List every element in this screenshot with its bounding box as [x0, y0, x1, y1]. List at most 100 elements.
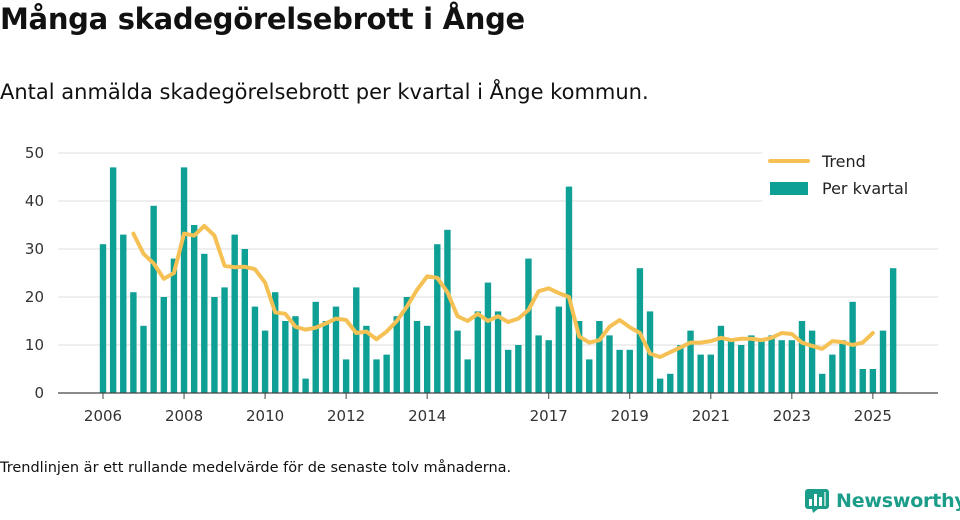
legend-trend-label: Trend: [821, 152, 866, 171]
bar: [272, 292, 279, 393]
newsworthy-logo-icon: [805, 489, 829, 513]
bar: [444, 229, 451, 393]
bar: [626, 349, 633, 393]
bar: [575, 321, 583, 393]
bar: [525, 258, 532, 393]
bar: [109, 167, 117, 393]
x-tick-label: 2014: [408, 407, 446, 425]
x-tick-label: 2019: [611, 407, 649, 425]
brand-name: Newsworthy: [836, 490, 960, 512]
bar: [535, 335, 542, 393]
x-axis-ticks: 2006 2008 2010 2012 2014 2017 2019 2021 2023 2025: [84, 393, 892, 425]
bar: [839, 340, 846, 393]
bar: [474, 311, 482, 393]
bar: [667, 373, 674, 393]
bar: [383, 354, 390, 393]
bar: [707, 354, 714, 393]
bar: [829, 354, 836, 393]
chart-title: Många skadegörelsebrott i Ånge: [0, 2, 525, 36]
footnote: Trendlinjen är ett rullande medelvärde f…: [0, 460, 512, 476]
bar: [282, 321, 289, 393]
bar: [393, 316, 400, 393]
bar: [819, 373, 826, 393]
bar: [768, 335, 775, 393]
bar: [292, 316, 299, 393]
bar: [413, 321, 421, 393]
bar-series-per-kvartal: [99, 167, 897, 393]
bar: [748, 335, 755, 393]
x-tick-label: 2010: [246, 407, 284, 425]
bar: [677, 345, 684, 393]
bar: [363, 325, 370, 393]
bar: [879, 330, 887, 393]
bar: [434, 244, 441, 393]
bar: [353, 287, 360, 393]
bar: [656, 378, 664, 393]
bar: [606, 335, 613, 393]
bar: [869, 369, 877, 393]
bar: [798, 321, 806, 393]
chart-subtitle: Antal anmälda skadegörelsebrott per kvar…: [0, 80, 649, 104]
bar: [727, 340, 735, 393]
bar: [565, 186, 573, 393]
legend-bar-label: Per kvartal: [822, 179, 908, 198]
bar: [201, 253, 208, 393]
bar: [849, 301, 856, 393]
brand[interactable]: Newsworthy: [804, 488, 960, 514]
bar: [221, 287, 228, 393]
x-tick-label: 2023: [773, 407, 811, 425]
bar: [261, 330, 269, 393]
bar: [342, 359, 350, 393]
legend: Trend Per kvartal: [762, 146, 938, 204]
bar: [454, 330, 461, 393]
bar: [545, 340, 552, 393]
bar: [616, 349, 623, 393]
y-tick-label: 50: [25, 144, 44, 162]
bar: [241, 249, 249, 393]
x-tick-label: 2006: [84, 407, 122, 425]
bar: [160, 297, 167, 393]
y-tick-label: 0: [34, 384, 44, 402]
y-tick-label: 30: [25, 240, 44, 258]
bar: [332, 306, 340, 393]
x-tick-label: 2025: [854, 407, 892, 425]
bar: [889, 268, 897, 393]
bar: [322, 321, 330, 393]
bar: [211, 297, 218, 393]
bar: [484, 282, 492, 393]
bar: [99, 244, 107, 393]
bar: [302, 378, 309, 393]
x-tick-label: 2021: [692, 407, 730, 425]
bar: [697, 354, 704, 393]
bar: [586, 359, 593, 393]
bar: [788, 340, 796, 393]
y-tick-label: 20: [25, 288, 44, 306]
bar: [190, 225, 198, 393]
bar: [505, 349, 512, 393]
bar: [808, 330, 816, 393]
bar: [130, 292, 137, 393]
bar: [180, 167, 188, 393]
bar: [150, 205, 157, 393]
bar: [423, 325, 431, 393]
bar: [555, 306, 563, 393]
bar: [778, 340, 785, 393]
bar: [231, 234, 238, 393]
bar: [758, 340, 765, 393]
x-tick-label: 2008: [165, 407, 203, 425]
y-axis-ticks: 0 10 20 30 40 50: [25, 144, 44, 402]
legend-bar-swatch: [770, 182, 808, 195]
y-tick-label: 40: [25, 192, 44, 210]
bar: [737, 345, 745, 393]
y-tick-label: 10: [25, 336, 44, 354]
bar: [373, 359, 380, 393]
bar: [717, 325, 725, 393]
bar: [596, 321, 603, 393]
bar: [120, 234, 127, 393]
bar: [515, 345, 522, 393]
bar: [687, 330, 694, 393]
bar: [403, 297, 411, 393]
bar: [140, 325, 147, 393]
bar: [636, 268, 644, 393]
bar: [859, 369, 866, 393]
